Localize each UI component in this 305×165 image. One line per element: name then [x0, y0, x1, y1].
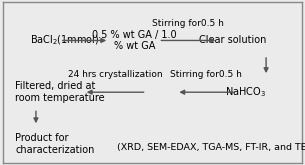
- Text: 24 hrs crystallization: 24 hrs crystallization: [68, 70, 163, 79]
- Text: Stirring for0.5 h: Stirring for0.5 h: [152, 18, 224, 28]
- Text: 0.5 % wt GA / 1.0
% wt GA: 0.5 % wt GA / 1.0 % wt GA: [92, 30, 177, 51]
- Text: (XRD, SEM-EDAX, TGA-MS, FT-IR, and TEM): (XRD, SEM-EDAX, TGA-MS, FT-IR, and TEM): [117, 143, 305, 152]
- Text: BaCl$_2$(1mmol): BaCl$_2$(1mmol): [30, 34, 99, 47]
- Text: Stirring for0.5 h: Stirring for0.5 h: [170, 70, 242, 79]
- Text: Filtered, dried at
room temperature: Filtered, dried at room temperature: [15, 81, 105, 103]
- Text: Clear solution: Clear solution: [199, 35, 266, 46]
- Text: NaHCO$_3$: NaHCO$_3$: [225, 85, 266, 99]
- Text: Product for
characterization: Product for characterization: [15, 133, 94, 155]
